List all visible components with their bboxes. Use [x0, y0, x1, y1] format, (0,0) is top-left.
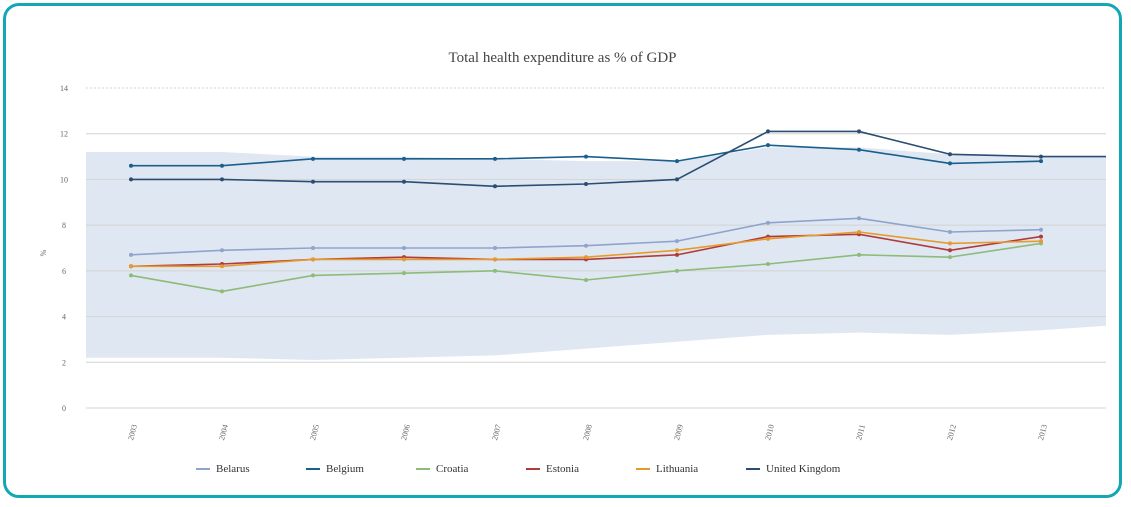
- data-point-croatia: [857, 252, 861, 257]
- x-tick-label: 2008: [581, 423, 594, 441]
- legend-label: Belgium: [326, 463, 364, 475]
- data-point-belarus: [311, 246, 315, 250]
- data-point-belgium: [766, 143, 770, 148]
- legend-item-united-kingdom[interactable]: United Kingdom: [746, 463, 876, 475]
- x-tick-label: 2010: [763, 423, 776, 441]
- y-tick-label: 12: [60, 130, 68, 139]
- legend-label: Lithuania: [656, 463, 699, 475]
- x-tick-label: 2004: [217, 423, 230, 441]
- x-tick-label: 2003: [126, 423, 139, 441]
- data-point-belarus: [857, 216, 861, 221]
- legend-item-lithuania[interactable]: Lithuania: [636, 463, 746, 475]
- data-point-united-kingdom: [584, 182, 588, 186]
- data-point-lithuania: [129, 264, 133, 269]
- legend-swatch: [416, 468, 430, 470]
- data-point-estonia: [1039, 234, 1043, 239]
- data-point-united-kingdom: [402, 179, 406, 184]
- data-point-croatia: [766, 262, 770, 266]
- data-point-estonia: [675, 252, 679, 257]
- legend-swatch: [636, 468, 650, 470]
- y-tick-label: 2: [62, 358, 66, 367]
- legend-item-belarus[interactable]: Belarus: [196, 463, 306, 475]
- data-point-lithuania: [1039, 239, 1043, 244]
- x-tick-label: 2006: [399, 423, 412, 441]
- data-point-united-kingdom: [948, 152, 952, 157]
- data-point-belgium: [584, 154, 588, 159]
- data-point-croatia: [402, 271, 406, 276]
- y-tick-label: 10: [60, 175, 68, 184]
- data-point-belgium: [948, 161, 952, 166]
- x-tick-label: 2007: [490, 423, 503, 441]
- legend-label: Croatia: [436, 463, 469, 475]
- data-point-croatia: [675, 268, 679, 273]
- x-tick-label: 2011: [854, 424, 867, 441]
- data-point-belarus: [675, 239, 679, 244]
- legend-item-estonia[interactable]: Estonia: [526, 463, 636, 475]
- data-point-belgium: [311, 156, 315, 161]
- data-point-estonia: [948, 248, 952, 253]
- data-point-belarus: [402, 246, 406, 250]
- x-tick-label: 2012: [945, 423, 958, 441]
- y-tick-label: 8: [62, 221, 66, 230]
- legend-label: United Kingdom: [766, 463, 841, 475]
- legend-swatch: [196, 468, 210, 470]
- chart-title: Total health expenditure as % of GDP: [448, 50, 677, 66]
- data-point-lithuania: [493, 257, 497, 262]
- data-point-lithuania: [584, 255, 588, 260]
- data-point-united-kingdom: [311, 179, 315, 184]
- data-point-united-kingdom: [675, 177, 679, 182]
- x-tick-label: 2009: [672, 423, 685, 441]
- data-point-belarus: [948, 230, 952, 234]
- data-point-united-kingdom: [766, 129, 770, 134]
- data-point-belarus: [220, 248, 224, 253]
- data-point-united-kingdom: [129, 177, 133, 182]
- legend-item-belgium[interactable]: Belgium: [306, 463, 416, 475]
- data-point-belgium: [675, 159, 679, 164]
- data-point-belgium: [402, 156, 406, 161]
- data-point-belgium: [493, 156, 497, 161]
- x-tick-label: 2005: [308, 423, 321, 441]
- data-point-lithuania: [220, 264, 224, 269]
- data-point-croatia: [220, 289, 224, 294]
- y-tick-label: 0: [62, 404, 66, 413]
- y-tick-label: 14: [60, 84, 68, 93]
- data-point-croatia: [493, 268, 497, 273]
- data-point-belgium: [1039, 159, 1043, 164]
- line-chart: 0 2 4 6 8 10 12 14% 2003 2004 2005 2006 2007 2008 2009…: [39, 84, 1106, 441]
- data-point-croatia: [948, 255, 952, 260]
- data-point-croatia: [311, 273, 315, 278]
- legend-item-croatia[interactable]: Croatia: [416, 463, 526, 475]
- data-point-belgium: [220, 163, 224, 168]
- legend-label: Belarus: [216, 463, 250, 475]
- data-point-belgium: [857, 147, 861, 152]
- x-tick-label: 2013: [1036, 423, 1049, 441]
- y-axis-label: %: [39, 249, 48, 256]
- data-point-belgium: [129, 163, 133, 168]
- range-band: [86, 147, 1106, 360]
- legend-swatch: [306, 468, 320, 470]
- data-point-united-kingdom: [493, 184, 497, 189]
- data-point-united-kingdom: [220, 177, 224, 182]
- data-point-belarus: [1039, 227, 1043, 232]
- data-point-belarus: [766, 220, 770, 225]
- data-point-lithuania: [675, 248, 679, 253]
- data-point-united-kingdom: [857, 129, 861, 134]
- data-point-lithuania: [766, 236, 770, 241]
- data-point-belarus: [129, 252, 133, 257]
- data-point-lithuania: [402, 257, 406, 262]
- data-point-croatia: [129, 273, 133, 278]
- data-point-lithuania: [948, 241, 952, 246]
- chart-legend: Belarus Belgium Croatia Estonia Lithuania Uni…: [196, 463, 876, 475]
- legend-swatch: [526, 468, 540, 470]
- legend-label: Estonia: [546, 463, 579, 475]
- data-point-croatia: [584, 278, 588, 282]
- data-point-belarus: [584, 243, 588, 248]
- chart-frame: Total health expenditure as % of GDP 0 2 4…: [3, 3, 1122, 498]
- data-point-lithuania: [311, 257, 315, 262]
- data-point-lithuania: [857, 230, 861, 234]
- y-tick-label: 6: [62, 267, 66, 276]
- data-point-belarus: [493, 246, 497, 250]
- legend-swatch: [746, 468, 760, 470]
- y-tick-label: 4: [62, 313, 66, 322]
